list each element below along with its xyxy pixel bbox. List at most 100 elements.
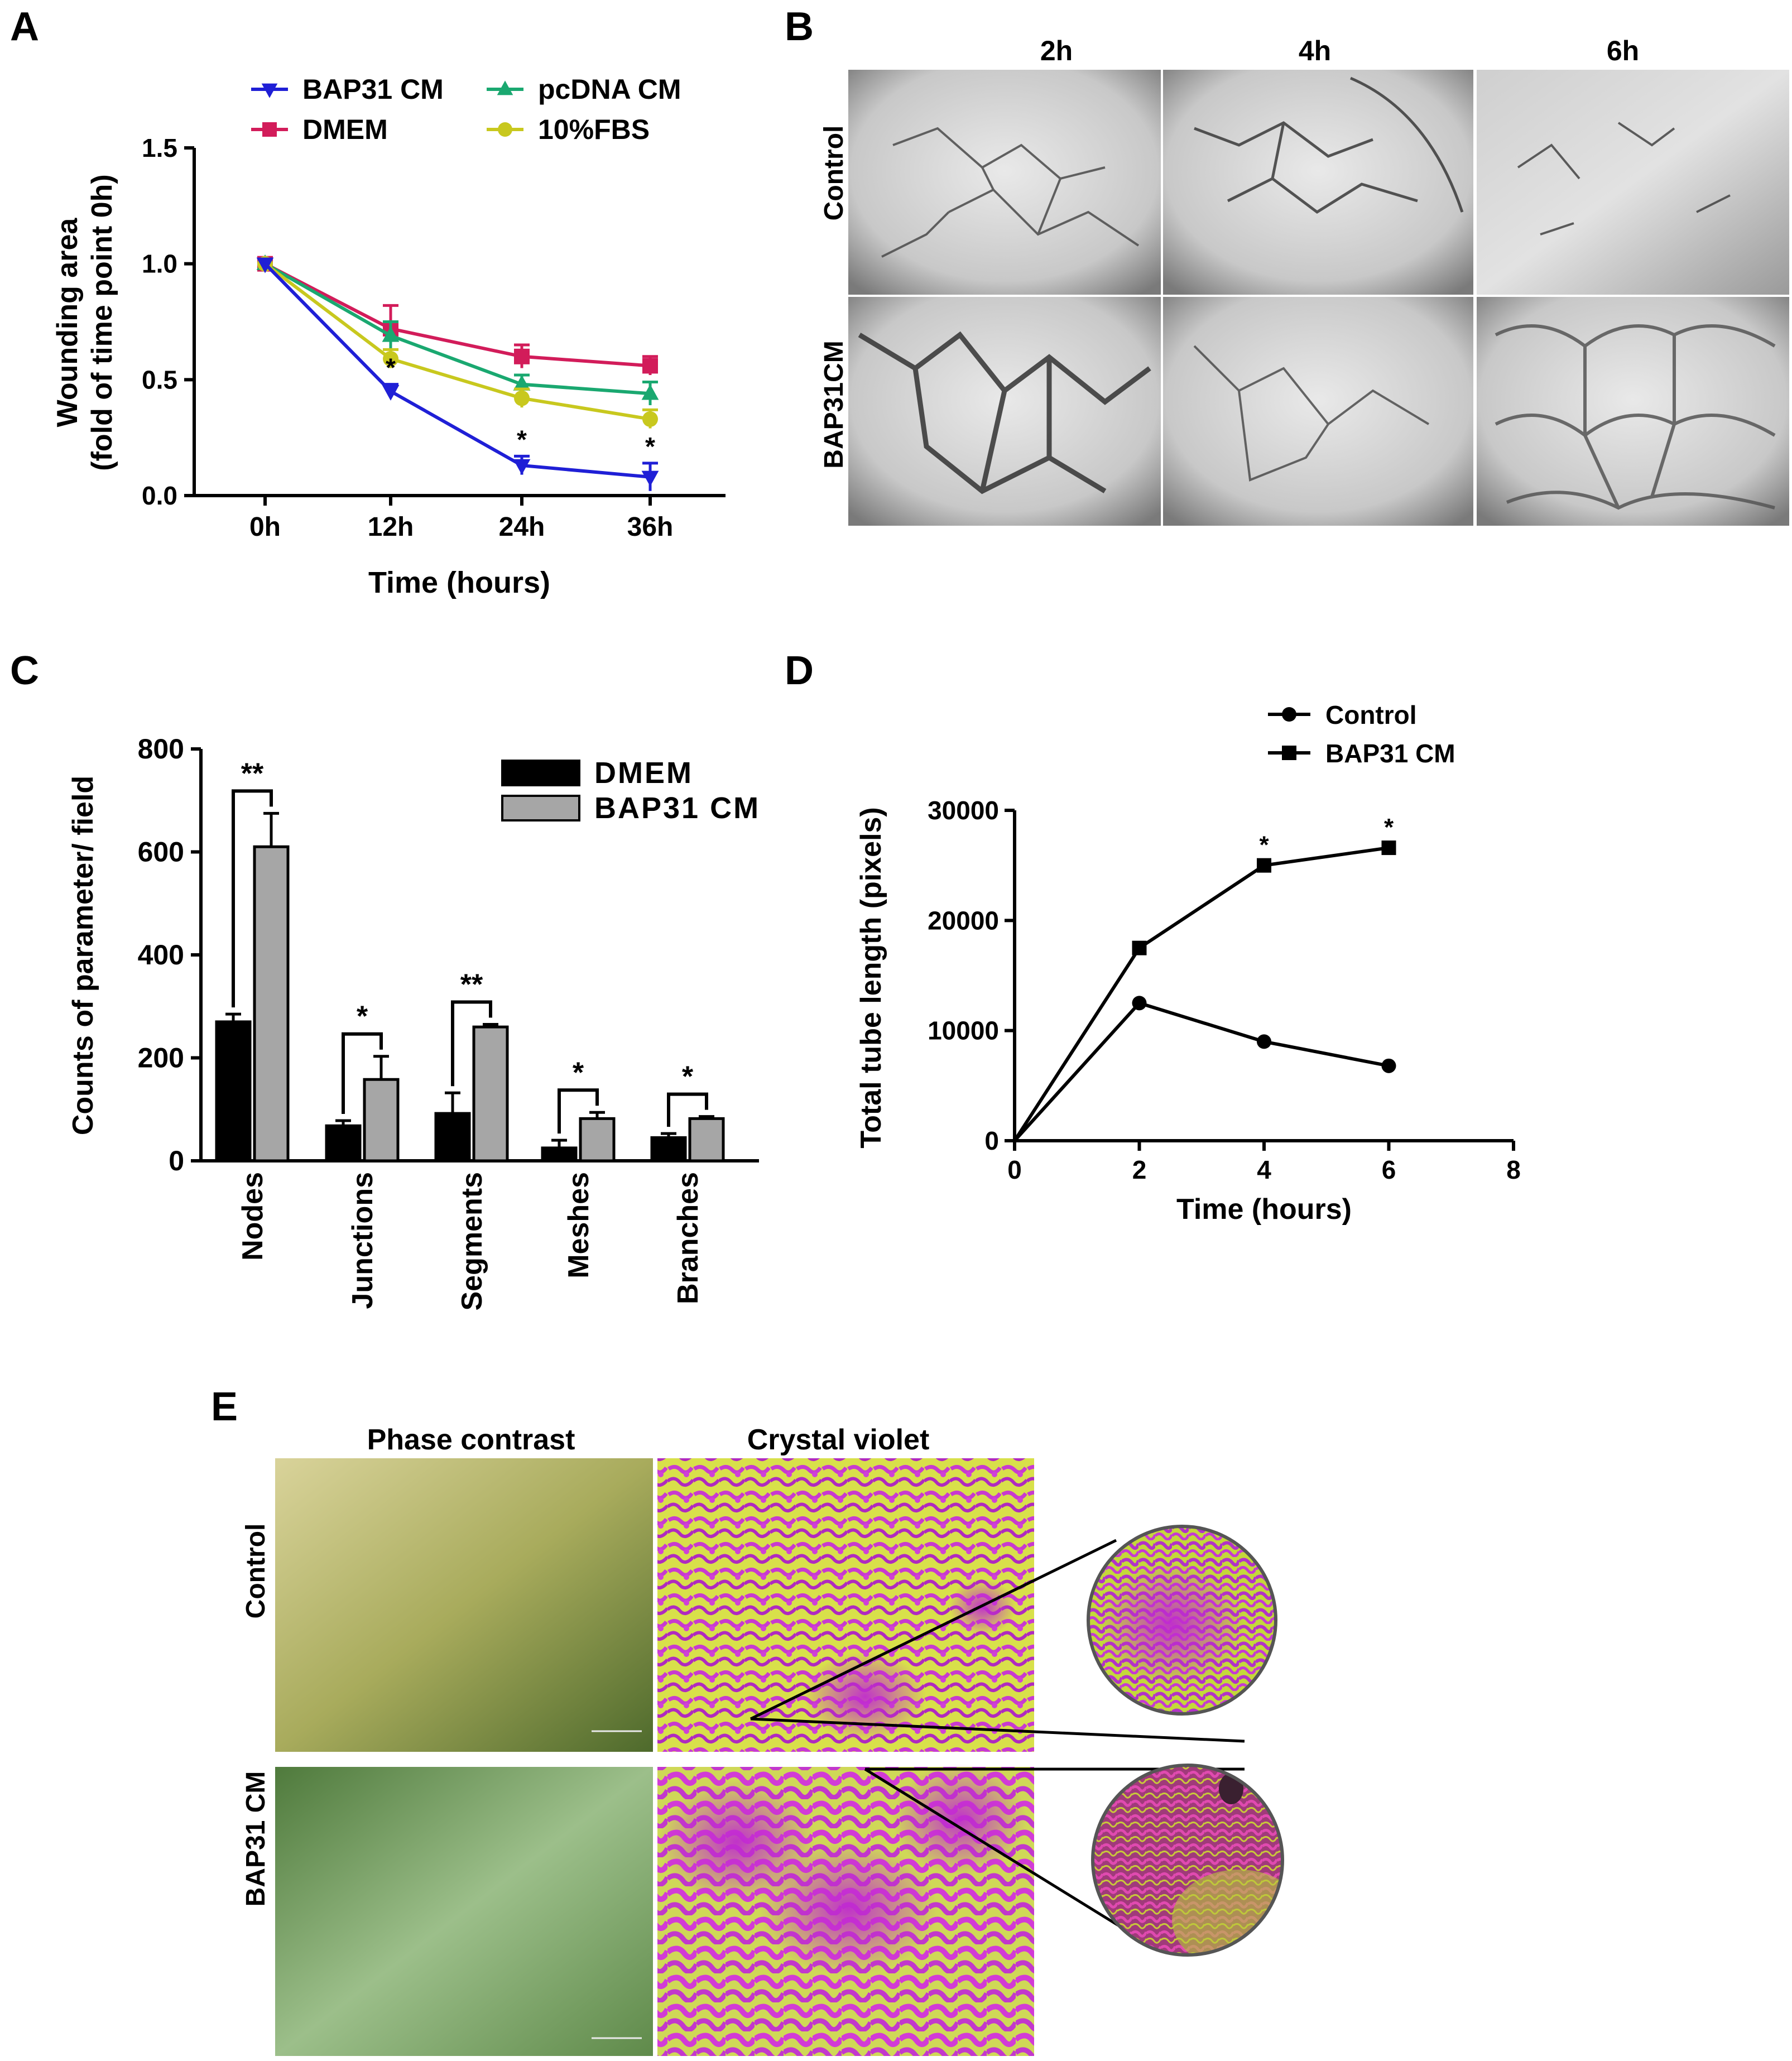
y-axis-label-d: Total tube length (pixels) [855, 807, 887, 1148]
x-tick-label-a: 12h [368, 512, 414, 542]
x-axis-label-a: Time (hours) [368, 566, 550, 599]
data-point [1381, 840, 1396, 856]
y-axis-label-a-line1: Wounding area [51, 218, 84, 427]
bar-meshes-bap31-cm [579, 1117, 616, 1162]
data-point [1381, 1058, 1396, 1073]
significance-bracket [558, 1088, 599, 1134]
x-tick-label-d: 2 [1132, 1155, 1147, 1184]
col-label-crystal-violet: Crystal violet [747, 1424, 930, 1456]
series-line-bap31-cm [1013, 846, 1389, 1142]
col-label-6h: 6h [1607, 35, 1639, 66]
significance-marker: * [357, 1001, 368, 1033]
micrograph-control-6h [1477, 70, 1789, 295]
significance-marker: * [682, 1061, 694, 1093]
tube-network-control-2h [881, 127, 1140, 258]
y-tick-label-a: 0.0 [142, 481, 177, 510]
data-point [383, 350, 398, 367]
data-point [514, 348, 530, 364]
col-label-phase-contrast: Phase contrast [367, 1424, 575, 1456]
data-point [382, 326, 400, 342]
legend-marker [497, 80, 513, 95]
data-point [1257, 1034, 1271, 1049]
row-label-bap31cm: BAP31CM [819, 340, 849, 468]
x-tick-label-d: 8 [1506, 1155, 1521, 1184]
significance-marker: * [573, 1056, 584, 1089]
x-tick-label-a: 24h [499, 512, 545, 542]
panel-d: D 0 10000 20000 30000 0 2 4 6 8 Time (hours) Total… [785, 648, 1521, 1226]
bar-branches-bap31-cm [688, 1117, 725, 1162]
row-label-control: Control [819, 126, 849, 221]
legend-marker [498, 122, 512, 137]
micrograph-phase-bap31cm [275, 1767, 653, 2056]
significance-marker: ** [460, 969, 483, 1001]
legend-label: 10%FBS [538, 114, 650, 145]
y-tick-label-a: 0.5 [142, 365, 177, 394]
significance-bracket [342, 1032, 383, 1114]
data-point [513, 374, 531, 391]
x-tick-label-c: Segments [456, 1172, 488, 1311]
significance-marker: * [1259, 832, 1269, 859]
legend-marker [1282, 746, 1296, 760]
legend-swatch [501, 795, 580, 821]
y-tick-label-c: 200 [138, 1042, 184, 1074]
legend-label: Control [1325, 700, 1417, 729]
tube-network-bap31cm-2h [858, 331, 1151, 494]
legend-label: BAP31 CM [594, 791, 760, 825]
data-point [382, 385, 400, 401]
x-tick-label-d: 6 [1382, 1155, 1396, 1184]
data-point [641, 384, 659, 400]
y-tick-label-c: 0 [169, 1145, 184, 1176]
y-tick-label-c: 800 [138, 733, 184, 765]
tube-network-control-4h [1194, 76, 1464, 214]
y-tick-label-a: 1.0 [142, 249, 177, 278]
micrograph-phase-control [275, 1458, 653, 1752]
significance-marker: * [386, 353, 396, 382]
panel-b: B 2h 4h 6h Control BAP31CM [785, 4, 1789, 526]
tube-network-bap31cm-6h [1495, 324, 1776, 510]
bar-junctions-dmem [325, 1124, 362, 1162]
series-line-bap31-cm [263, 262, 651, 479]
legend-marker [261, 83, 278, 98]
cell-cluster-control [804, 1652, 926, 1741]
series-line-control [1013, 1001, 1390, 1142]
series-line-dmem [264, 262, 651, 368]
legend-swatch [501, 760, 580, 786]
x-tick-label-c: Junctions [347, 1172, 379, 1309]
bar-nodes-bap31-cm [253, 845, 290, 1162]
x-tick-label-c: Branches [672, 1172, 704, 1304]
y-tick-label-a: 1.5 [142, 133, 177, 162]
x-tick-label-d: 0 [1007, 1155, 1022, 1184]
bar-branches-dmem [650, 1136, 687, 1162]
zoom-circle-bap31cm [1091, 1764, 1284, 1957]
x-tick-label-c: Meshes [563, 1172, 595, 1279]
data-point [1257, 858, 1271, 873]
panel-letter-a: A [10, 4, 39, 49]
row-label-control-e: Control [241, 1524, 271, 1619]
data-point [642, 411, 658, 427]
data-point [513, 459, 531, 475]
panel-letter-e: E [211, 1385, 238, 1429]
micrograph-bap31cm-2h [848, 297, 1161, 526]
micrograph-control-2h [848, 70, 1161, 295]
data-point [642, 358, 658, 374]
significance-marker: * [1384, 814, 1394, 841]
x-axis-label-d: Time (hours) [1176, 1193, 1352, 1226]
micrograph-control-4h [1163, 70, 1473, 295]
tube-network-bap31cm-4h [1193, 345, 1430, 482]
legend-label: BAP31 CM [302, 74, 444, 105]
zoom-circle-control-content [1088, 1526, 1276, 1714]
tube-network-control-6h [1517, 122, 1731, 236]
significance-marker: * [517, 425, 527, 454]
cell-cluster-bap31cm-3 [893, 1764, 1027, 1875]
panel-c: C 0 200 400 600 800 Counts of parameter/ fiel… [10, 648, 760, 1311]
row-label-bap31cm-e: BAP31 CM [241, 1771, 271, 1907]
x-tick-label-c: Nodes [237, 1172, 269, 1261]
y-axis-label-c: Counts of parameter/ field [67, 776, 99, 1135]
y-axis-label-a-line2: (fold of time point 0h) [86, 174, 118, 470]
bar-meshes-dmem [541, 1146, 578, 1162]
data-point [641, 470, 659, 487]
significance-bracket [232, 789, 273, 1008]
panel-letter-b: B [785, 4, 814, 49]
data-point [1132, 940, 1147, 955]
data-point [514, 390, 530, 406]
